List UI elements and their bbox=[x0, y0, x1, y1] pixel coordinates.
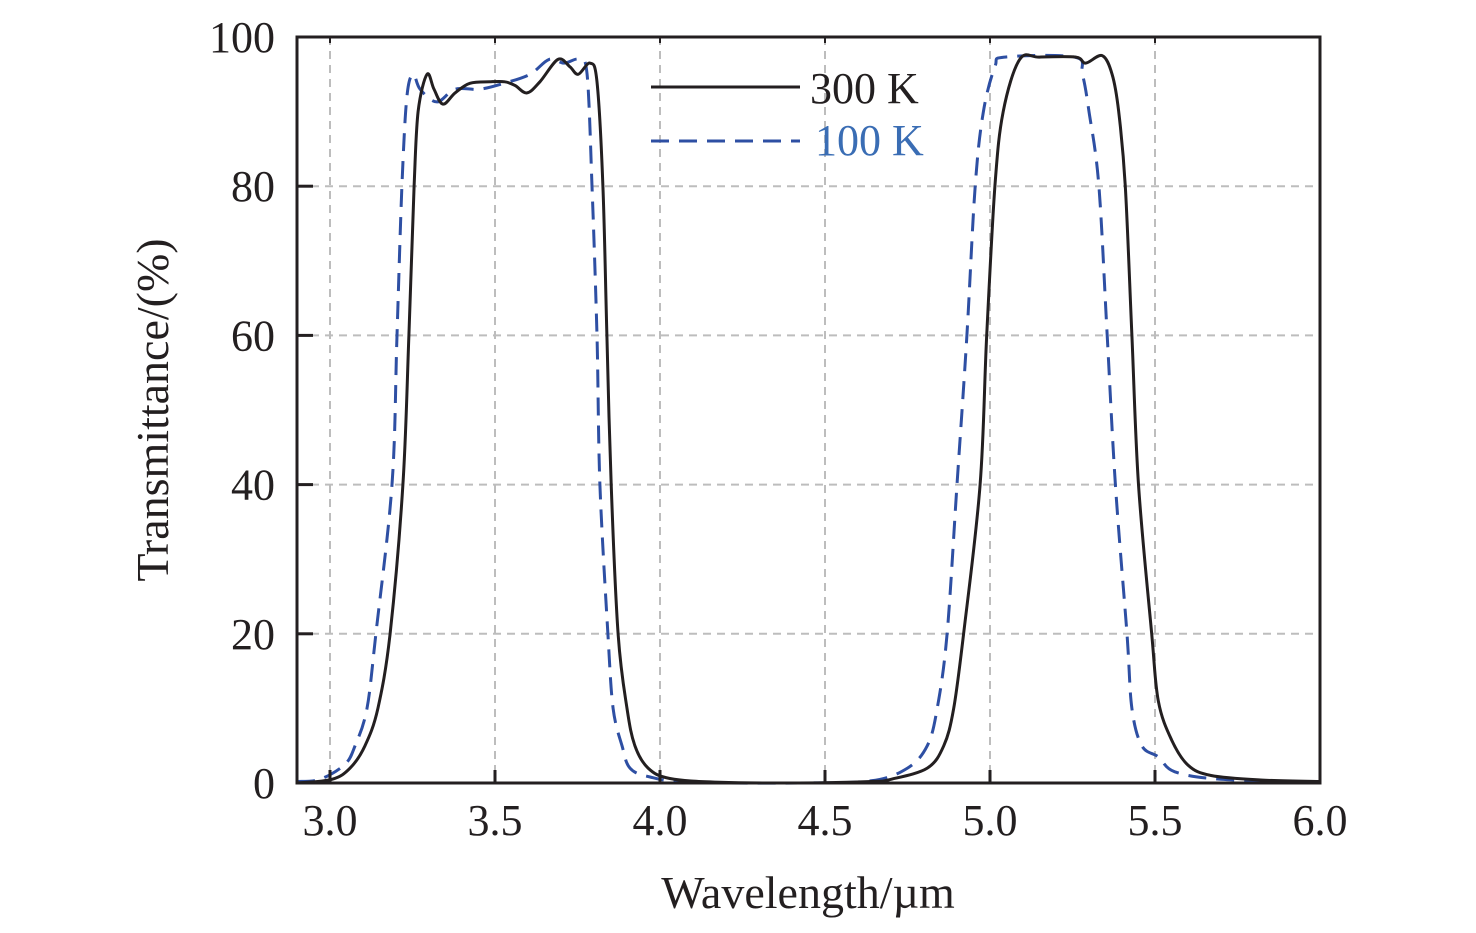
series-line-100k bbox=[296, 53, 1321, 785]
x-tick-label: 5.0 bbox=[963, 796, 1018, 845]
legend-label-300k: 300 K bbox=[810, 64, 919, 113]
series-layer bbox=[296, 53, 1321, 785]
axis-ticks bbox=[297, 35, 1322, 785]
y-tick-label: 40 bbox=[231, 461, 275, 510]
grid bbox=[297, 37, 1320, 783]
x-tick-label: 3.0 bbox=[303, 796, 358, 845]
y-tick-label: 0 bbox=[253, 759, 275, 808]
y-tick-label: 100 bbox=[209, 13, 275, 62]
y-tick-label: 60 bbox=[231, 311, 275, 360]
y-tick-label: 80 bbox=[231, 162, 275, 211]
x-tick-label: 5.5 bbox=[1128, 796, 1183, 845]
plot-frame bbox=[295, 35, 1322, 785]
x-tick-label: 6.0 bbox=[1293, 796, 1348, 845]
x-axis-label: Wavelength/µm bbox=[661, 867, 955, 918]
y-axis-label: Transmittance/(%) bbox=[127, 238, 178, 581]
y-tick-label: 20 bbox=[231, 610, 275, 659]
legend: 300 K 100 K bbox=[651, 64, 924, 165]
x-tick-label: 3.5 bbox=[468, 796, 523, 845]
series-line-300k bbox=[296, 53, 1321, 785]
legend-label-100k: 100 K bbox=[815, 116, 924, 165]
x-tick-label: 4.0 bbox=[633, 796, 688, 845]
x-tick-label: 4.5 bbox=[798, 796, 853, 845]
tick-labels: 3.0 3.5 4.0 4.5 5.0 5.5 6.0 0 20 40 60 80 100 bbox=[209, 13, 1348, 845]
